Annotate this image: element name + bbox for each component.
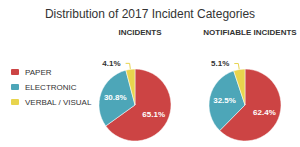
svg-text:PAPER: PAPER [25,68,52,77]
svg-text:NOTIFIABLE INCIDENTS: NOTIFIABLE INCIDENTS [203,28,297,37]
svg-text:INCIDENTS: INCIDENTS [118,28,162,37]
svg-text:30.8%: 30.8% [104,93,127,102]
svg-text:VERBAL / VISUAL: VERBAL / VISUAL [25,98,92,107]
svg-text:62.4%: 62.4% [253,108,276,117]
svg-text:65.1%: 65.1% [142,110,165,119]
svg-text:Distribution of 2017 Incident: Distribution of 2017 Incident Categories [45,7,255,21]
svg-text:5.1%: 5.1% [211,59,229,68]
svg-text:4.1%: 4.1% [102,59,120,68]
svg-text:ELECTRONIC: ELECTRONIC [25,83,77,92]
svg-text:32.5%: 32.5% [213,96,236,105]
